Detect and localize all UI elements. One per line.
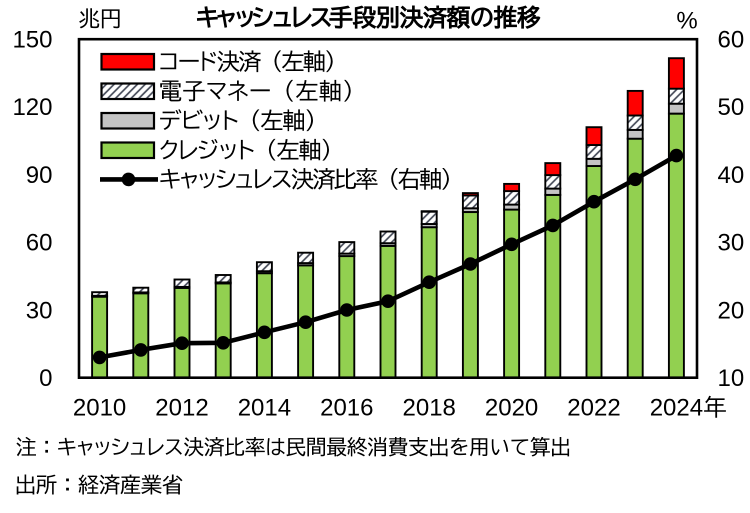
svg-text:90: 90: [26, 162, 53, 189]
svg-text:2010: 2010: [73, 395, 126, 422]
svg-text:2020: 2020: [485, 395, 538, 422]
svg-text:2024: 2024: [650, 395, 703, 422]
svg-text:40: 40: [718, 162, 745, 189]
svg-text:0: 0: [39, 365, 52, 392]
svg-text:2022: 2022: [567, 395, 620, 422]
svg-text:120: 120: [12, 94, 52, 121]
svg-text:30: 30: [718, 230, 745, 257]
svg-text:60: 60: [26, 230, 53, 257]
svg-text:2016: 2016: [320, 395, 373, 422]
svg-text:%: %: [676, 8, 697, 35]
svg-text:2018: 2018: [403, 395, 456, 422]
svg-text:60: 60: [718, 27, 745, 54]
svg-text:30: 30: [26, 297, 53, 324]
svg-text:20: 20: [718, 297, 745, 324]
svg-text:2014: 2014: [238, 395, 291, 422]
svg-text:50: 50: [718, 94, 745, 121]
svg-text:2012: 2012: [155, 395, 208, 422]
svg-text:10: 10: [718, 365, 745, 392]
svg-text:150: 150: [12, 27, 52, 54]
